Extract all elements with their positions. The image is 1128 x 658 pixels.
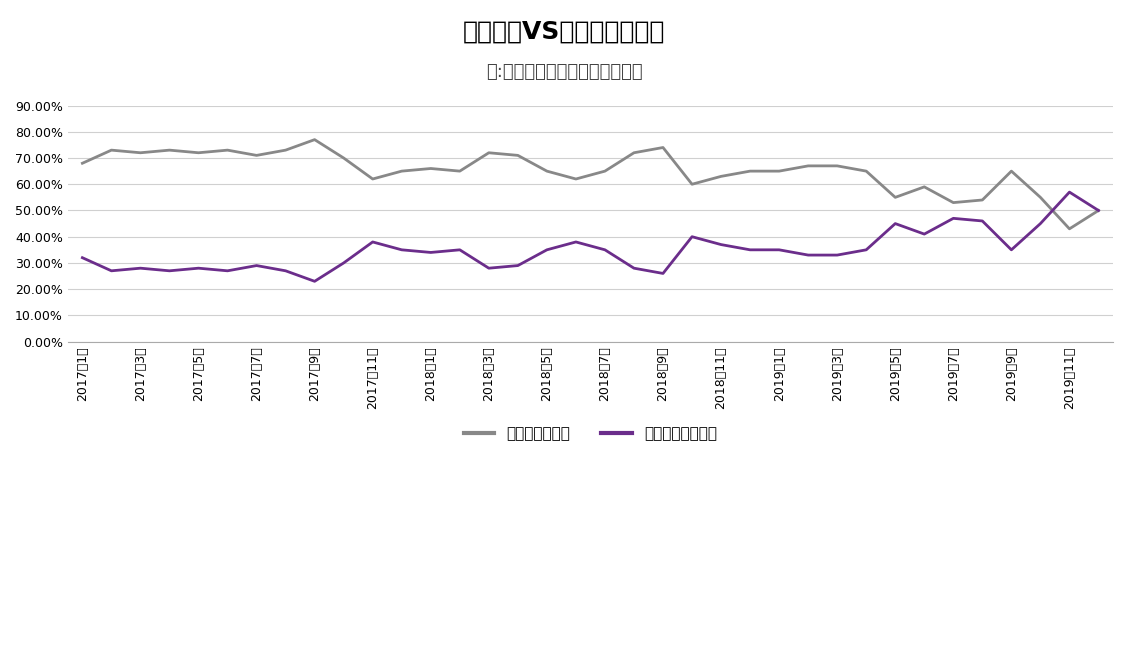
Text: 即食燕窝VS干燕窝占比趋势: 即食燕窝VS干燕窝占比趋势 bbox=[462, 20, 666, 43]
Legend: 干燕窝金额占比, 即食燕窝金额占比: 干燕窝金额占比, 即食燕窝金额占比 bbox=[458, 420, 723, 447]
Text: 注:此图表即食燕窝包含鲜炖燕窝: 注:此图表即食燕窝包含鲜炖燕窝 bbox=[486, 63, 642, 80]
